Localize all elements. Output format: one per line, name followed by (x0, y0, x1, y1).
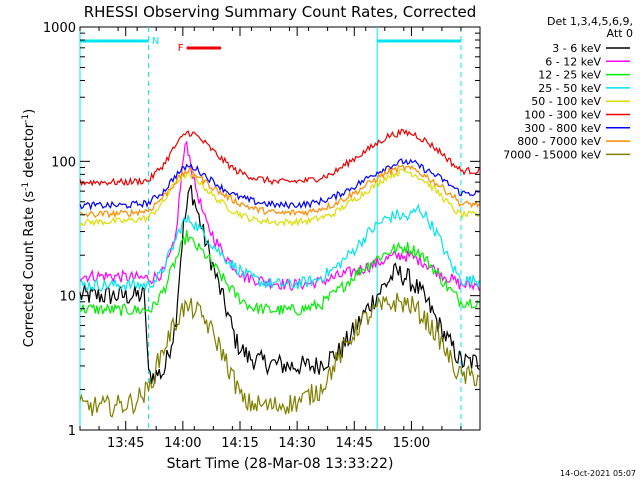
x-tick-label: 14:15 (221, 436, 258, 451)
x-tick-label: 14:45 (336, 436, 373, 451)
series-line (79, 203, 480, 292)
series-line (79, 140, 480, 292)
legend-entry-label: 300 - 800 keV (524, 122, 601, 135)
chart-title: RHESSI Observing Summary Count Rates, Co… (84, 3, 477, 21)
y-axis-label: Corrected Count Rate (s-1 detector-1) (21, 109, 37, 347)
series-line (79, 164, 480, 219)
x-tick-label: 14:30 (278, 436, 315, 451)
series-line (79, 128, 480, 187)
legend-entry-label: 7000 - 15000 keV (503, 148, 601, 161)
legend-header: Det 1,3,4,5,6,9, (547, 15, 633, 28)
y-tick-label: 100 (51, 155, 76, 170)
x-axis-label: Start Time (28-Mar-08 13:33:22) (167, 456, 394, 472)
legend-header: Att 0 (607, 27, 633, 40)
series-line (79, 229, 480, 317)
y-axis-label-end: ) (22, 109, 37, 114)
series-line (79, 292, 480, 418)
legend-entry-label: 3 - 6 keV (552, 42, 601, 55)
x-axis: 13:45 14:00 14:15 14:30 14:45 15:00 (79, 27, 481, 451)
legend-entry-label: 12 - 25 keV (538, 69, 601, 82)
flag-label: N (152, 36, 159, 47)
y-axis-label-main: Corrected Count Rate (s (22, 191, 37, 348)
series-line (79, 168, 480, 228)
series-line (79, 184, 480, 385)
x-tick-label: 13:45 (107, 436, 144, 451)
y-axis-label-sup: -1 (21, 114, 31, 123)
legend-entry-label: 800 - 7000 keV (517, 135, 601, 148)
legend-entry-label: 6 - 12 keV (545, 55, 601, 68)
plot-area: NF (79, 26, 481, 431)
y-axis-label-sup: -1 (21, 182, 31, 191)
legend-entry-label: 25 - 50 keV (538, 82, 601, 95)
y-tick-label: 1 (68, 424, 76, 439)
plot-frame (79, 26, 481, 431)
flag-label: F (178, 43, 184, 54)
series-line (79, 158, 480, 211)
x-tick-label: 14:00 (164, 436, 201, 451)
y-axis-label-mid: detector (22, 122, 37, 182)
y-tick-label: 10 (59, 290, 76, 305)
y-tick-label: 1000 (43, 21, 76, 36)
y-axis: 1 10 100 1000 (43, 21, 480, 439)
legend-entry-label: 100 - 300 keV (524, 109, 601, 122)
timestamp: 14-Oct-2021 05:07 (560, 469, 636, 478)
x-tick-label: 15:00 (393, 436, 430, 451)
legend-entry-label: 50 - 100 keV (531, 95, 601, 108)
